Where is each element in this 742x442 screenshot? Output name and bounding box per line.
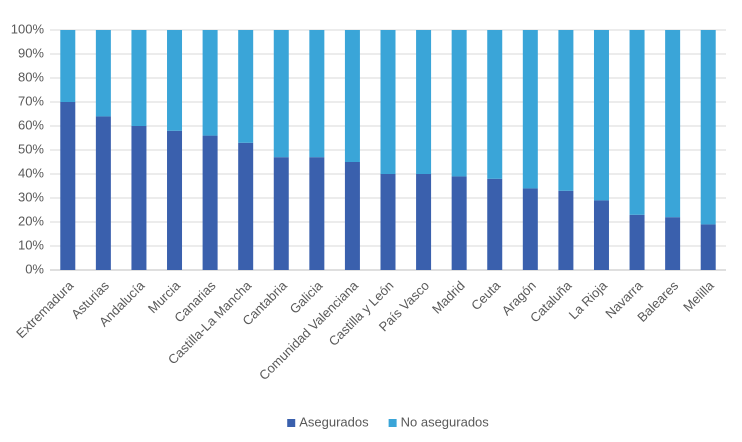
y-tick-label: 100% xyxy=(11,21,45,36)
bar-segment xyxy=(522,30,538,189)
legend-label: Asegurados xyxy=(299,414,369,429)
bar-segment xyxy=(451,30,467,177)
bar-segment xyxy=(380,30,396,174)
legend-swatch xyxy=(287,419,296,427)
bar-segment xyxy=(593,30,609,201)
bar-segment xyxy=(700,30,716,225)
bar-segment xyxy=(202,135,218,270)
y-tick-label: 10% xyxy=(18,237,44,252)
bar-segment xyxy=(95,116,111,271)
y-tick-label: 90% xyxy=(18,45,44,60)
bar-segment xyxy=(558,190,574,270)
legend-label: No asegurados xyxy=(401,414,490,429)
bar-segment xyxy=(380,174,396,270)
bar-segment xyxy=(273,30,289,158)
legend-item: No asegurados xyxy=(388,414,490,429)
bar-segment xyxy=(416,174,432,270)
x-tick-label: Melilla xyxy=(680,277,717,314)
bar-segment xyxy=(60,30,76,102)
bar-segment xyxy=(629,214,645,270)
y-tick-label: 60% xyxy=(18,117,44,132)
bar-segment xyxy=(665,217,681,270)
y-tick-label: 30% xyxy=(18,189,44,204)
y-tick-label: 40% xyxy=(18,165,44,180)
y-tick-label: 50% xyxy=(18,141,44,156)
y-tick-label: 20% xyxy=(18,213,44,228)
bar-segment xyxy=(309,30,325,158)
bar-segment xyxy=(238,142,254,270)
y-tick-label: 80% xyxy=(18,69,44,84)
x-tick-label: Madrid xyxy=(429,278,468,317)
bar-segment xyxy=(202,30,218,136)
bar-segment xyxy=(451,176,467,270)
bar-segment xyxy=(700,224,716,270)
bar-segment xyxy=(593,200,609,270)
bar-segment xyxy=(60,102,76,270)
bar-segment xyxy=(167,30,183,131)
x-tick-label: La Rioja xyxy=(566,277,611,322)
bar-segment xyxy=(558,30,574,191)
bar-segment xyxy=(629,30,645,215)
legend-item: Asegurados xyxy=(287,414,369,429)
y-tick-label: 0% xyxy=(25,261,44,276)
bar-segment xyxy=(309,157,325,270)
bar-segment xyxy=(273,157,289,270)
bar-segment xyxy=(95,30,111,117)
bar-segment xyxy=(131,30,147,126)
legend-swatch xyxy=(388,419,397,427)
bar-segment xyxy=(167,130,183,270)
bar-segment xyxy=(416,30,432,174)
bar-segment xyxy=(522,188,538,270)
y-tick-label: 70% xyxy=(18,93,44,108)
bar-segment xyxy=(238,30,254,143)
bar-segment xyxy=(131,126,147,270)
x-tick-label: Extremadura xyxy=(13,277,77,341)
bar-segment xyxy=(344,162,360,270)
bar-segment xyxy=(344,30,360,162)
bar-segment xyxy=(487,178,503,270)
bar-segment xyxy=(665,30,681,218)
bar-segment xyxy=(487,30,503,179)
